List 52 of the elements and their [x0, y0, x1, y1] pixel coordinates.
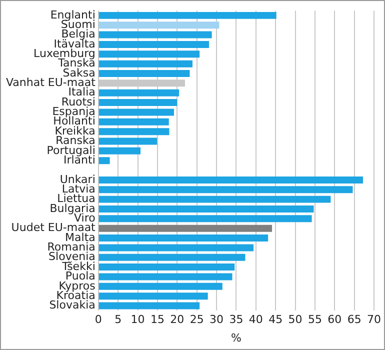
bar — [98, 302, 200, 310]
y-tick-label: Malta — [65, 230, 96, 244]
bar — [98, 264, 235, 271]
x-tick-label: 30 — [210, 313, 224, 326]
bar — [98, 70, 190, 77]
x-tick-label: 60 — [328, 313, 342, 326]
x-tick-label: 35 — [229, 313, 244, 326]
bar — [98, 118, 169, 126]
bar — [98, 99, 178, 106]
x-tick-label: 10 — [130, 313, 145, 326]
bar — [98, 50, 200, 58]
bar — [98, 234, 268, 242]
bar — [98, 186, 353, 194]
y-tick-label: Slovakia — [49, 298, 96, 312]
y-tick-label: Saksa — [62, 66, 96, 80]
y-tick-label: Englanti — [50, 8, 96, 22]
bar — [98, 22, 220, 29]
y-tick-label: Luxemburg — [34, 47, 96, 60]
y-tick-label: Belgia — [61, 28, 96, 41]
bar — [98, 12, 276, 19]
bar — [98, 89, 180, 96]
x-tick-label: 70 — [367, 313, 381, 326]
bar — [98, 196, 331, 203]
bar — [98, 224, 272, 232]
bar — [98, 157, 110, 164]
x-tick-label: 0 — [94, 313, 102, 326]
bar — [98, 138, 158, 145]
x-axis-title: % — [230, 331, 242, 344]
bar — [98, 147, 141, 154]
x-tick-label: 15 — [150, 313, 164, 326]
bar — [98, 60, 192, 68]
bar — [98, 282, 222, 290]
x-tick-label: 50 — [288, 313, 302, 326]
bar — [98, 40, 210, 48]
x-tick-label: 40 — [248, 313, 263, 326]
bar — [98, 273, 232, 280]
x-tick-label: 25 — [190, 313, 204, 326]
bar — [98, 292, 208, 300]
bar — [98, 215, 312, 222]
bar — [98, 108, 174, 116]
y-tick-label: Portugali — [46, 144, 96, 157]
bar — [98, 31, 212, 38]
x-tick-label: 55 — [308, 313, 322, 326]
bar — [98, 176, 363, 184]
bar — [98, 205, 314, 212]
bar — [98, 128, 170, 136]
bar — [98, 254, 246, 261]
x-tick-label: 45 — [268, 313, 283, 326]
x-tick-label: 5 — [114, 313, 122, 326]
bar — [98, 244, 254, 252]
x-tick-label: 20 — [170, 313, 184, 326]
x-tick-label: 65 — [347, 313, 362, 326]
